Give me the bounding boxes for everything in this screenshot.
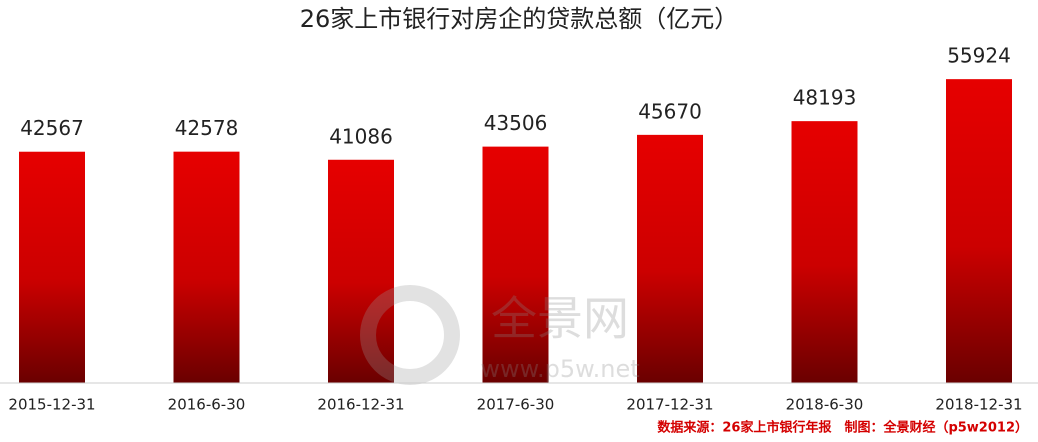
chart-title: 26家上市银行对房企的贷款总额（亿元）: [300, 5, 739, 33]
data-label: 48193: [793, 86, 857, 110]
x-tick-label: 2017-12-31: [626, 396, 713, 414]
data-label: 43506: [484, 111, 548, 135]
bar: [946, 79, 1012, 383]
bar: [482, 146, 549, 383]
watermark-logo: [360, 285, 460, 385]
watermark-text: 全景网: [491, 292, 629, 346]
x-tick-label: 2016-6-30: [168, 396, 246, 414]
data-label: 45670: [638, 99, 702, 123]
bar: [791, 121, 858, 383]
x-tick-label: 2018-12-31: [935, 396, 1022, 414]
data-label: 42567: [20, 116, 84, 140]
x-tick-label: 2015-12-31: [8, 396, 95, 414]
source-note: 数据来源：26家上市银行年报 制图：全景财经（p5w2012）: [657, 420, 1028, 436]
bar: [328, 159, 394, 383]
watermark-url: www.p5w.net: [480, 355, 639, 383]
bar: [637, 134, 703, 383]
data-label: 55924: [947, 44, 1011, 68]
x-tick-label: 2017-6-30: [477, 396, 555, 414]
data-label: 41086: [329, 124, 393, 148]
data-label: 42578: [175, 116, 239, 140]
x-tick-label: 2018-6-30: [786, 396, 864, 414]
bar: [19, 151, 85, 383]
watermark: 全景网 www.p5w.net: [360, 285, 640, 385]
bar: [173, 151, 240, 383]
x-tick-label: 2016-12-31: [317, 396, 404, 414]
